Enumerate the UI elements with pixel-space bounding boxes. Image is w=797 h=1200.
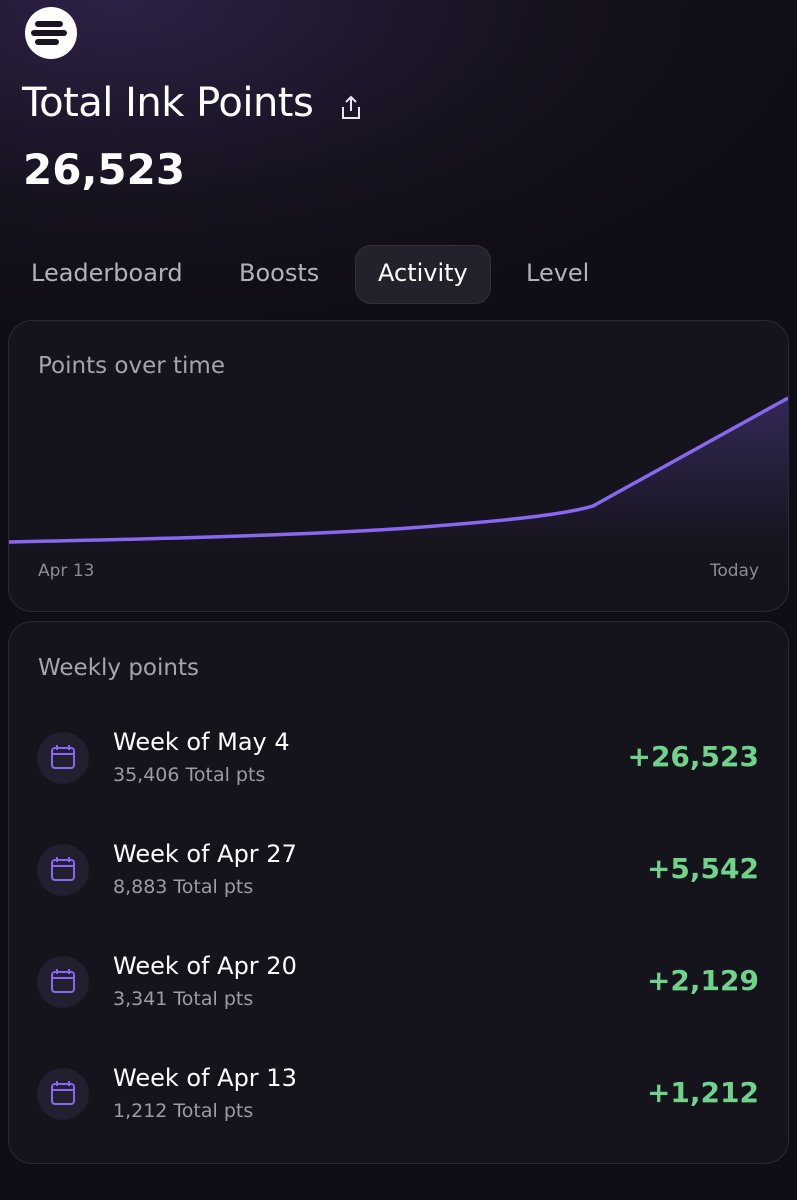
x-start-label: Apr 13 <box>38 561 95 581</box>
calendar-glyph <box>51 745 75 769</box>
week-gain: +5,542 <box>646 852 759 885</box>
calendar-glyph <box>51 1081 75 1105</box>
calendar-icon <box>37 732 89 784</box>
weekly-title: Weekly points <box>38 655 199 681</box>
calendar-icon <box>37 844 89 896</box>
app-logo <box>25 7 77 59</box>
calendar-glyph <box>51 969 75 993</box>
page-title: Total Ink Points <box>22 80 314 126</box>
week-label: Week of Apr 20 <box>113 952 297 980</box>
tab[interactable]: Activity <box>355 245 491 304</box>
calendar-glyph <box>51 857 75 881</box>
points-line-chart <box>9 396 788 551</box>
chart-title: Points over time <box>38 353 225 379</box>
week-gain: +26,523 <box>627 740 759 773</box>
week-total: 35,406 Total pts <box>113 764 266 786</box>
x-end-label: Today <box>709 561 759 581</box>
total-points: 26,523 <box>23 145 186 194</box>
tab[interactable]: Level <box>526 259 590 287</box>
share-button[interactable] <box>340 95 362 121</box>
week-label: Week of Apr 27 <box>113 840 297 868</box>
week-label: Week of Apr 13 <box>113 1064 297 1092</box>
tab[interactable]: Leaderboard <box>31 259 183 287</box>
week-label: Week of May 4 <box>113 728 290 756</box>
weekly-card: Weekly points Week of May 4 35,406 Total … <box>8 621 789 1164</box>
tab[interactable]: Boosts <box>239 259 320 287</box>
week-total: 1,212 Total pts <box>113 1100 254 1122</box>
week-total: 3,341 Total pts <box>113 988 254 1010</box>
week-total: 8,883 Total pts <box>113 876 254 898</box>
calendar-icon <box>37 956 89 1008</box>
line <box>9 396 788 544</box>
calendar-icon <box>37 1068 89 1120</box>
chart-card: Points over time Apr 13 Today <box>8 320 789 612</box>
area <box>9 398 788 551</box>
week-gain: +1,212 <box>646 1076 759 1109</box>
week-gain: +2,129 <box>646 964 759 997</box>
